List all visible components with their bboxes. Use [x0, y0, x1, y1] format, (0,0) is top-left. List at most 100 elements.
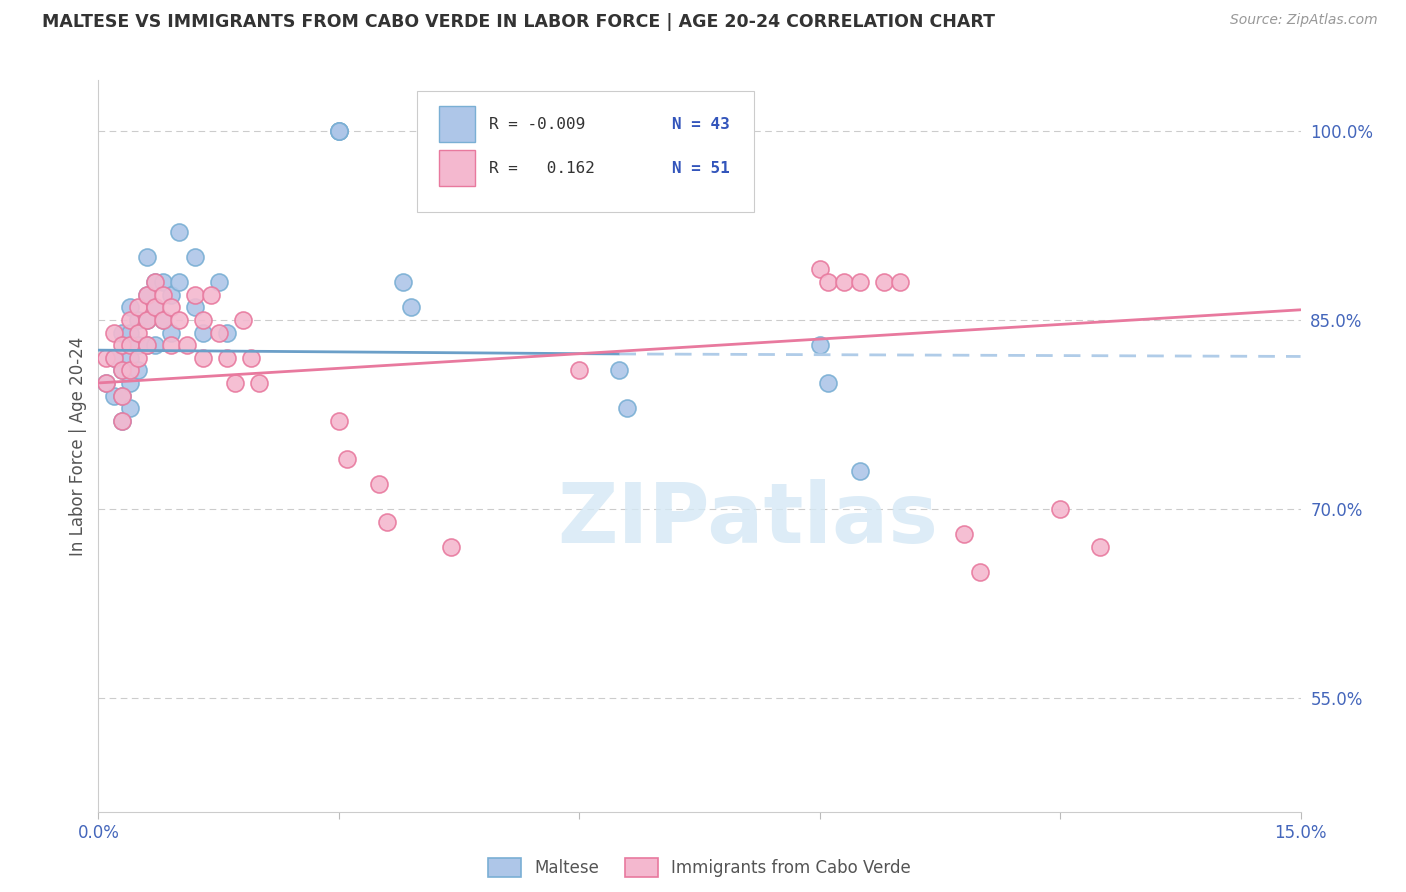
Point — [183, 250, 205, 264]
Point — [111, 388, 134, 402]
Point — [849, 464, 872, 478]
Text: R = -0.009: R = -0.009 — [489, 117, 585, 132]
Point — [111, 326, 134, 340]
Point — [808, 262, 831, 277]
Point — [135, 338, 157, 352]
Point — [176, 338, 198, 352]
Point — [392, 275, 415, 289]
Point — [1088, 540, 1111, 554]
Point — [135, 313, 157, 327]
Point — [159, 338, 181, 352]
Point — [817, 275, 839, 289]
FancyBboxPatch shape — [439, 106, 475, 143]
Point — [143, 300, 166, 314]
Point — [208, 275, 231, 289]
Text: Source: ZipAtlas.com: Source: ZipAtlas.com — [1230, 13, 1378, 28]
FancyBboxPatch shape — [439, 150, 475, 186]
Point — [239, 351, 262, 365]
Point — [969, 565, 991, 579]
Point — [368, 476, 391, 491]
Text: ZIPatlas: ZIPatlas — [557, 479, 938, 559]
Point — [143, 338, 166, 352]
Point — [120, 363, 142, 377]
Point — [111, 414, 134, 428]
Point — [167, 275, 190, 289]
Point — [224, 376, 246, 390]
Point — [152, 313, 174, 327]
Text: N = 51: N = 51 — [672, 161, 730, 176]
Point — [849, 275, 872, 289]
Point — [120, 351, 142, 365]
Point — [128, 313, 150, 327]
Point — [1049, 502, 1071, 516]
Point — [609, 363, 631, 377]
Point — [191, 313, 214, 327]
Legend: Maltese, Immigrants from Cabo Verde: Maltese, Immigrants from Cabo Verde — [481, 851, 918, 884]
Point — [183, 287, 205, 301]
Point — [128, 351, 150, 365]
Point — [889, 275, 911, 289]
Point — [111, 414, 134, 428]
Point — [135, 250, 157, 264]
Point — [215, 351, 238, 365]
Point — [159, 287, 181, 301]
Point — [208, 326, 231, 340]
Point — [152, 275, 174, 289]
Point — [159, 300, 181, 314]
Point — [111, 363, 134, 377]
Point — [808, 338, 831, 352]
Point — [103, 351, 125, 365]
Point — [120, 376, 142, 390]
Point — [336, 451, 359, 466]
Point — [328, 124, 350, 138]
Point — [143, 275, 166, 289]
Point — [328, 414, 350, 428]
Point — [111, 363, 134, 377]
Point — [375, 515, 398, 529]
Text: R =   0.162: R = 0.162 — [489, 161, 595, 176]
Point — [440, 540, 463, 554]
Point — [832, 275, 855, 289]
Point — [120, 313, 142, 327]
Point — [135, 313, 157, 327]
Point — [167, 313, 190, 327]
Point — [111, 388, 134, 402]
Point — [328, 124, 350, 138]
Point — [135, 287, 157, 301]
Point — [191, 351, 214, 365]
Point — [143, 300, 166, 314]
Point — [96, 376, 118, 390]
Point — [120, 300, 142, 314]
Point — [120, 338, 142, 352]
Point — [96, 376, 118, 390]
Point — [817, 376, 839, 390]
Point — [616, 401, 638, 416]
Point — [953, 527, 976, 541]
Point — [128, 363, 150, 377]
Point — [103, 326, 125, 340]
Point — [215, 326, 238, 340]
Point — [247, 376, 270, 390]
Text: N = 43: N = 43 — [672, 117, 730, 132]
Text: MALTESE VS IMMIGRANTS FROM CABO VERDE IN LABOR FORCE | AGE 20-24 CORRELATION CHA: MALTESE VS IMMIGRANTS FROM CABO VERDE IN… — [42, 13, 995, 31]
Point — [135, 287, 157, 301]
Point — [232, 313, 254, 327]
Point — [120, 401, 142, 416]
Point — [135, 338, 157, 352]
Point — [328, 124, 350, 138]
Point — [200, 287, 222, 301]
Point — [103, 351, 125, 365]
Point — [191, 326, 214, 340]
Point — [128, 338, 150, 352]
Point — [120, 326, 142, 340]
Point — [103, 388, 125, 402]
Point — [128, 300, 150, 314]
Point — [159, 326, 181, 340]
Point — [128, 326, 150, 340]
Point — [873, 275, 896, 289]
Y-axis label: In Labor Force | Age 20-24: In Labor Force | Age 20-24 — [69, 336, 87, 556]
Point — [167, 225, 190, 239]
FancyBboxPatch shape — [418, 91, 754, 212]
Point — [152, 313, 174, 327]
Point — [568, 363, 591, 377]
